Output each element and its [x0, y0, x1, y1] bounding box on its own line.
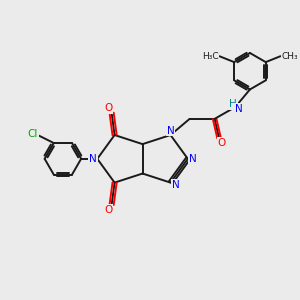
Text: N: N [235, 103, 243, 114]
Text: O: O [104, 205, 112, 215]
Text: O: O [218, 138, 226, 148]
Text: N: N [189, 154, 197, 164]
Text: N: N [172, 180, 180, 190]
Text: Cl: Cl [27, 129, 38, 139]
Text: N: N [89, 154, 97, 164]
Text: N: N [167, 126, 174, 136]
Text: H: H [229, 99, 237, 109]
Text: CH₃: CH₃ [281, 52, 298, 61]
Text: O: O [104, 103, 112, 113]
Text: H₃C: H₃C [202, 52, 218, 61]
